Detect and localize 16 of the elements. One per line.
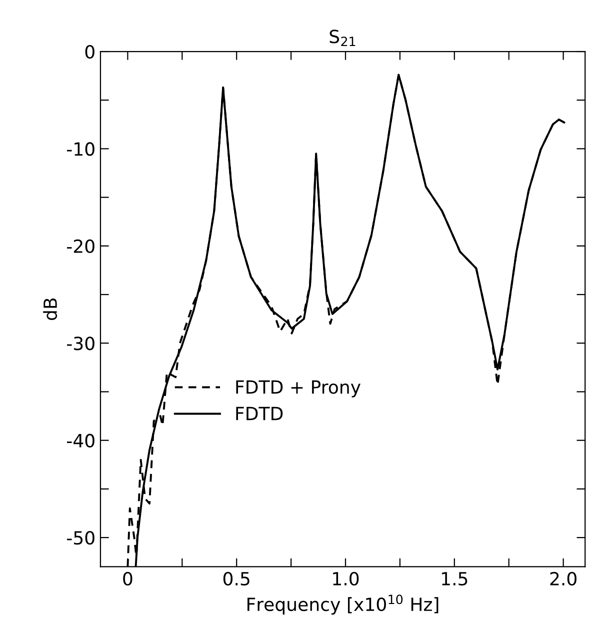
x-tick-label: 1.5 bbox=[442, 572, 468, 586]
x-axis-title: Frequency [x10$^{10}$ Hz] bbox=[248, 594, 438, 615]
legend-label: FDTD + Prony bbox=[236, 380, 361, 398]
y-axis-title: dB bbox=[43, 298, 58, 320]
x-tick-label: 0 bbox=[123, 572, 132, 586]
y-tick-label: -30 bbox=[67, 336, 94, 350]
y-tick-label: 0 bbox=[85, 44, 94, 59]
legend-label: FDTD bbox=[236, 406, 283, 420]
x-tick-label: 0.5 bbox=[223, 572, 250, 586]
chart-title: S$_{21}$ bbox=[330, 30, 356, 46]
x-tick-label: 1.0 bbox=[333, 572, 359, 586]
y-tick-label: -40 bbox=[67, 434, 94, 448]
y-tick-label: -50 bbox=[67, 531, 94, 545]
x-tick-label: 2.0 bbox=[550, 572, 576, 586]
y-tick-label: -20 bbox=[67, 239, 94, 254]
y-tick-label: -10 bbox=[67, 142, 94, 156]
